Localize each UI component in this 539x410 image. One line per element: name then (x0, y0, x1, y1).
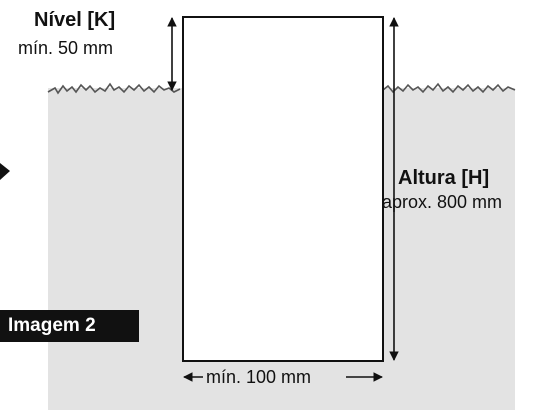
height-value: aprox. 800 mm (382, 192, 503, 212)
grass-line-left (47, 82, 181, 95)
pointer-arrow-icon (0, 163, 10, 180)
level-value: mín. 50 mm (18, 38, 114, 58)
level-title: Nível [K] (34, 9, 116, 31)
product-body (182, 16, 384, 362)
width-value: mín. 100 mm (206, 367, 312, 387)
height-title: Altura [H] (398, 167, 490, 189)
grass-line-right (382, 82, 516, 94)
image-badge: Imagem 2 (0, 310, 139, 342)
